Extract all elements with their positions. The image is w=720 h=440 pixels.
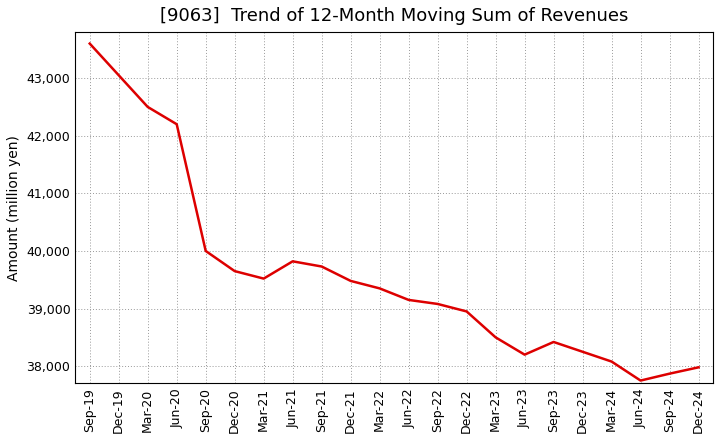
- Y-axis label: Amount (million yen): Amount (million yen): [7, 135, 21, 281]
- Title: [9063]  Trend of 12-Month Moving Sum of Revenues: [9063] Trend of 12-Month Moving Sum of R…: [160, 7, 629, 25]
